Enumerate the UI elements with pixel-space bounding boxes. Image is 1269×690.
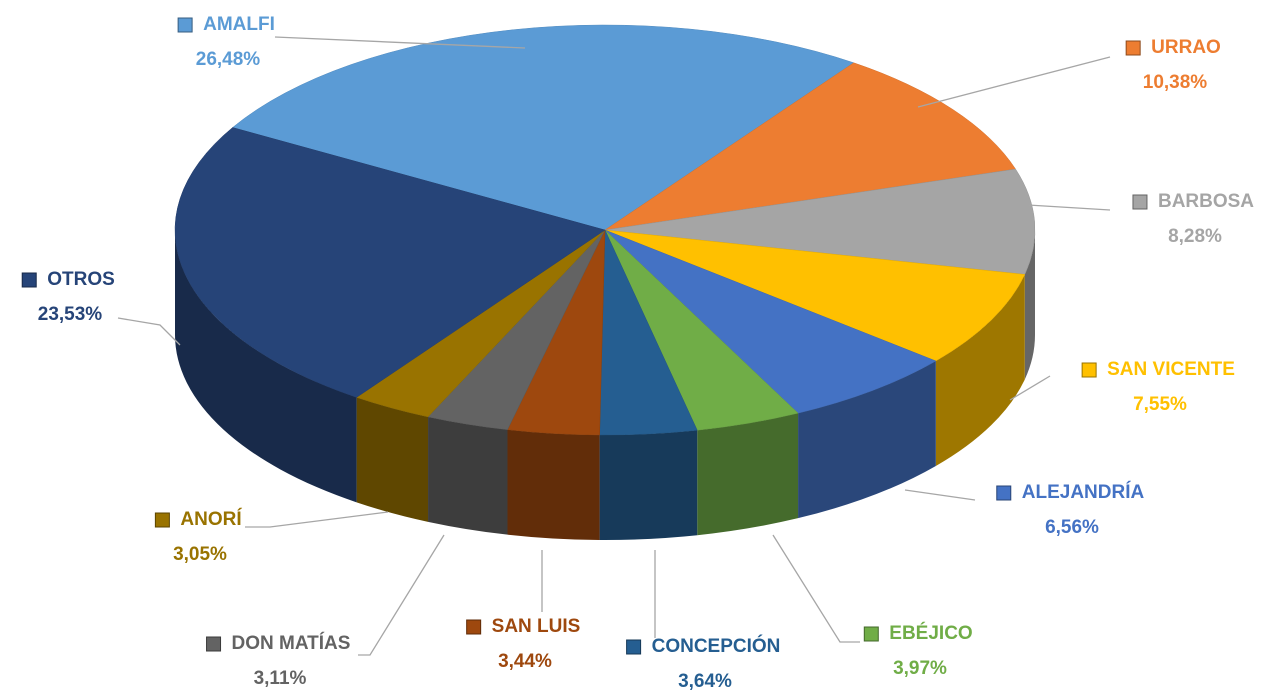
label-name: ANORÍ (180, 508, 242, 530)
leader-line (917, 56, 1111, 108)
pie-slice (174, 127, 606, 398)
label-value: 3,11% (254, 668, 307, 689)
label-value: 26,48% (196, 49, 261, 70)
pie-side (356, 397, 429, 522)
label-value: 10,38% (1143, 72, 1208, 93)
pie-tops (174, 24, 1036, 436)
legend-marker (466, 619, 482, 635)
label-name: CONCEPCIÓN (652, 635, 781, 657)
label-name: OTROS (47, 269, 115, 290)
leader-line (274, 36, 526, 49)
legend-marker (154, 512, 170, 528)
label-value: 7,55% (1133, 394, 1187, 415)
pie-sides (174, 230, 1035, 540)
leader-line (1027, 204, 1111, 211)
legend-marker (1081, 362, 1097, 378)
label-name: SAN VICENTE (1107, 359, 1235, 380)
label-value: 8,28% (1168, 226, 1222, 247)
leader-line (772, 534, 860, 643)
pie-slice (232, 24, 855, 231)
label-value: 23,53% (38, 304, 103, 325)
label-value: 3,44% (498, 651, 552, 672)
pie-slice (604, 229, 1026, 362)
label-name: SAN LUIS (492, 616, 581, 637)
leader-line (904, 489, 976, 501)
pie-slice (604, 229, 937, 414)
pie-side (428, 416, 508, 535)
pie-side (1024, 230, 1035, 380)
label-name: EBÉJICO (889, 622, 972, 644)
pie-side (174, 230, 357, 503)
legend-marker (626, 639, 642, 655)
leader-lines (117, 36, 1111, 656)
pie-side (935, 274, 1025, 466)
label-name: ALEJANDRÍA (1022, 481, 1145, 503)
label-name: AMALFI (203, 14, 275, 35)
data-labels: AMALFI 26,48% URRAO 10,38% BARBOSA 8,28% SAN V… (21, 14, 1254, 690)
pie-side (599, 430, 698, 540)
pie-slice (604, 62, 1016, 231)
pie-slice (604, 168, 1036, 275)
leader-line (245, 511, 389, 528)
label-value: 3,05% (173, 544, 227, 565)
pie-side (798, 360, 936, 519)
pie-side (507, 429, 600, 540)
legend-marker (177, 17, 193, 33)
label-value: 3,64% (678, 671, 732, 690)
legend-marker (206, 636, 222, 652)
label-value: 6,56% (1045, 517, 1099, 538)
label-name: BARBOSA (1158, 191, 1254, 212)
legend-marker (1132, 194, 1148, 210)
leader-line (1009, 375, 1051, 401)
pie-side (697, 413, 799, 536)
label-name: URRAO (1151, 37, 1221, 58)
label-value: 3,97% (893, 658, 947, 679)
legend-marker (996, 485, 1012, 501)
legend-marker (21, 272, 37, 288)
legend-marker (1125, 40, 1141, 56)
leader-line (358, 534, 445, 656)
legend-marker (863, 626, 879, 642)
label-name: DON MATÍAS (232, 632, 351, 654)
leader-line (117, 317, 181, 346)
